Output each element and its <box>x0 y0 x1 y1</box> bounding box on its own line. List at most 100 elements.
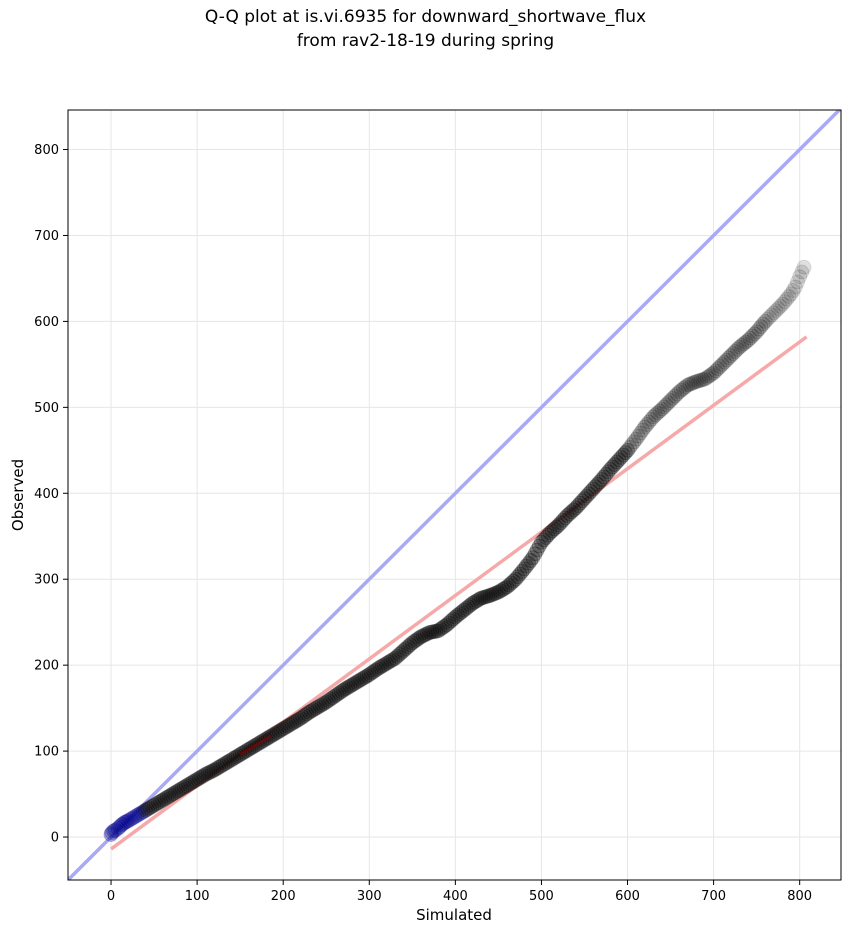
data-point <box>191 770 207 786</box>
data-point <box>742 330 758 346</box>
data-point <box>135 804 151 820</box>
data-point <box>647 407 663 423</box>
data-point <box>770 301 786 317</box>
data-point <box>310 699 326 715</box>
x-tick-label: 800 <box>787 889 812 904</box>
data-point <box>617 445 633 461</box>
data-point <box>637 419 653 435</box>
data-point <box>546 521 562 537</box>
data-point <box>555 512 571 528</box>
data-point <box>355 670 371 686</box>
data-point <box>523 553 539 569</box>
data-point <box>329 687 345 703</box>
data-point <box>150 795 166 811</box>
data-point <box>269 725 285 741</box>
data-point <box>273 722 289 738</box>
data-point <box>721 350 737 366</box>
data-point <box>112 819 128 835</box>
data-point <box>460 599 476 615</box>
data-point <box>148 796 164 812</box>
data-point <box>656 399 672 415</box>
data-point <box>660 395 676 411</box>
data-point <box>363 665 379 681</box>
data-point <box>503 575 519 591</box>
data-points <box>103 259 812 842</box>
data-point <box>404 635 420 651</box>
fit-line <box>110 335 808 851</box>
data-point <box>441 615 457 631</box>
data-point <box>624 437 640 453</box>
data-point <box>163 787 179 803</box>
x-tick-label: 700 <box>701 889 726 904</box>
y-tick-label: 500 <box>34 401 59 416</box>
data-point <box>501 577 517 593</box>
data-point <box>658 397 674 413</box>
data-point <box>170 783 186 799</box>
data-point <box>445 611 461 627</box>
data-point <box>432 621 448 637</box>
data-point <box>772 298 788 314</box>
data-point <box>323 691 339 707</box>
data-point <box>295 709 311 725</box>
data-point <box>193 769 209 785</box>
data-point <box>751 321 767 337</box>
data-point <box>512 566 528 582</box>
data-point <box>267 726 283 742</box>
data-point <box>153 793 169 809</box>
axis-ticks: 0 100 200 300 400 500 600 700 800 0 100 200 300 400 50… <box>34 143 812 904</box>
data-point <box>566 502 582 518</box>
data-point <box>411 630 427 646</box>
data-point <box>792 269 808 285</box>
data-point <box>174 780 190 796</box>
data-point <box>473 590 489 606</box>
data-point <box>691 373 707 389</box>
data-point <box>740 332 756 348</box>
data-point <box>434 620 450 636</box>
data-point <box>746 326 762 342</box>
data-point <box>538 530 554 546</box>
data-point <box>215 757 231 773</box>
x-tick-label: 300 <box>357 889 382 904</box>
data-point <box>297 707 313 723</box>
data-point <box>706 365 722 381</box>
y-tick-label: 700 <box>34 229 59 244</box>
data-point <box>439 617 455 633</box>
data-point <box>736 336 752 352</box>
data-point <box>189 771 205 787</box>
data-point <box>536 532 552 548</box>
data-point <box>731 339 747 355</box>
data-point <box>579 488 595 504</box>
data-point <box>181 777 197 793</box>
data-point <box>762 309 778 325</box>
y-tick-label: 300 <box>34 573 59 588</box>
data-point <box>499 579 515 595</box>
data-point <box>106 823 122 839</box>
data-point <box>275 721 291 737</box>
data-point <box>340 680 356 695</box>
data-point <box>133 805 149 821</box>
data-point <box>790 274 806 290</box>
data-point <box>493 583 509 599</box>
data-point <box>592 474 608 490</box>
data-point <box>307 701 323 717</box>
data-point <box>458 600 474 616</box>
y-axis-label: Observed <box>9 459 27 531</box>
data-point <box>462 597 478 613</box>
data-point <box>452 606 468 622</box>
data-point <box>734 337 750 353</box>
data-point <box>370 661 386 677</box>
data-point <box>187 773 203 789</box>
data-point <box>357 669 373 685</box>
data-point <box>650 405 666 421</box>
data-point <box>465 595 481 611</box>
data-point <box>766 305 782 321</box>
data-point <box>271 723 287 739</box>
y-tick-label: 0 <box>51 831 59 846</box>
data-point <box>213 758 229 774</box>
plot-frame <box>67 109 842 881</box>
data-point <box>155 792 171 808</box>
data-point <box>607 456 623 472</box>
y-tick-label: 100 <box>34 745 59 760</box>
data-point <box>684 375 700 391</box>
data-point <box>701 368 717 384</box>
